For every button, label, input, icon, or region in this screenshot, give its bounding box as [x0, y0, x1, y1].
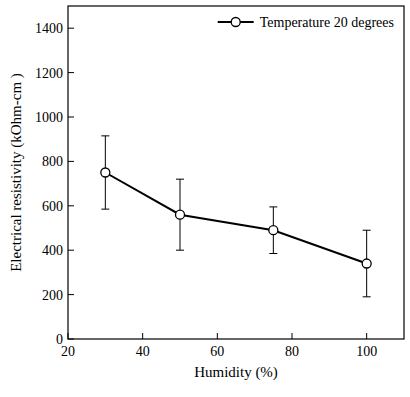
legend: Temperature 20 degrees	[218, 15, 394, 30]
legend-marker	[231, 18, 240, 27]
y-tick	[68, 72, 74, 73]
error-bar	[269, 207, 277, 254]
x-tick-label: 60	[210, 344, 224, 359]
y-axis-label: Electrical resistivity (kOhm-cm )	[8, 73, 25, 272]
x-tick	[217, 333, 218, 339]
error-bar	[176, 179, 184, 250]
y-tick	[68, 117, 74, 118]
error-cap	[269, 206, 277, 207]
x-tick	[292, 333, 293, 339]
y-tick-label: 200	[42, 288, 63, 303]
y-tick	[68, 294, 74, 295]
y-tick-label: 800	[42, 154, 63, 169]
error-cap	[269, 253, 277, 254]
x-tick-label: 40	[136, 344, 150, 359]
point	[101, 168, 110, 177]
y-tick-label: 600	[42, 199, 63, 214]
y-tick	[68, 250, 74, 251]
x-axis-label: Humidity (%)	[194, 364, 278, 381]
error-bar	[363, 230, 371, 297]
y-tick-label: 1400	[35, 21, 63, 36]
point	[176, 210, 185, 219]
x-tick	[68, 333, 69, 339]
data-group	[101, 136, 371, 297]
x-tick-label: 100	[356, 344, 377, 359]
point	[269, 226, 278, 235]
x-tick	[142, 333, 143, 339]
legend-label: Temperature 20 degrees	[260, 15, 394, 30]
y-tick-label: 1000	[35, 110, 63, 125]
chart-svg: 204060801000200400600800100012001400Humi…	[0, 0, 410, 397]
y-tick	[68, 161, 74, 162]
x-tick	[366, 333, 367, 339]
y-tick	[68, 339, 74, 340]
y-tick-label: 1200	[35, 66, 63, 81]
x-tick-label: 20	[61, 344, 75, 359]
error-cap	[176, 179, 184, 180]
error-cap	[176, 250, 184, 251]
error-cap	[363, 230, 371, 231]
series-line	[105, 173, 366, 264]
y-tick-label: 400	[42, 243, 63, 258]
y-tick-label: 0	[56, 332, 63, 347]
error-cap	[101, 209, 109, 210]
chart-container: 204060801000200400600800100012001400Humi…	[0, 0, 410, 397]
x-tick-label: 80	[285, 344, 299, 359]
error-cap	[101, 135, 109, 136]
plot-frame	[68, 6, 404, 339]
y-tick	[68, 28, 74, 29]
error-bar	[101, 136, 109, 209]
point	[362, 259, 371, 268]
error-cap	[363, 296, 371, 297]
y-tick	[68, 205, 74, 206]
